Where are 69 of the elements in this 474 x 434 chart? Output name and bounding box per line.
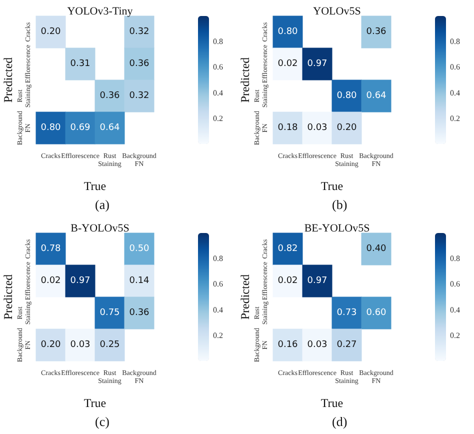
data-label: 0.20 — [336, 123, 358, 133]
data-label: 0.36 — [129, 59, 150, 69]
x-axis-title: True — [84, 179, 106, 193]
data-label: 0.20 — [40, 340, 62, 350]
x-axis-title: True — [320, 396, 344, 410]
data-label: 0.27 — [336, 340, 357, 350]
data-label: 0.82 — [278, 244, 298, 254]
color-bar-label: 0.8 — [450, 254, 460, 264]
data-label: 0.20 — [40, 27, 62, 37]
data-label: 0.03 — [307, 123, 328, 133]
y-axis-title: Predicted — [1, 57, 15, 103]
color-bar-label: 0.6 — [213, 62, 223, 72]
data-label: 0.02 — [278, 59, 298, 69]
data-label: 0.36 — [129, 308, 150, 318]
color-bar-label: 0.4 — [213, 88, 223, 98]
data-label: 0.69 — [70, 123, 91, 133]
color-bar-label: 0.2 — [450, 330, 460, 340]
data-label: 0.80 — [336, 91, 358, 101]
text: (c) — [94, 414, 110, 429]
data-label: 0.80 — [278, 27, 298, 37]
color-bar-label: 0.8 — [213, 37, 223, 46]
data-label: 0.64 — [366, 91, 387, 101]
color-bar-label: 0.4 — [450, 305, 460, 314]
data-label: 0.32 — [129, 91, 150, 101]
data-label: 0.02 — [40, 276, 61, 286]
chart-title: BE-YOLOv5S — [304, 222, 370, 234]
x-axis-title: True — [84, 396, 106, 410]
color-bar-label: 0.2 — [450, 114, 460, 123]
y-axis-title: Predicted — [238, 274, 252, 320]
data-label: 0.60 — [366, 308, 387, 318]
data-label: 0.32 — [129, 27, 150, 37]
data-label: 0.50 — [129, 244, 150, 254]
data-label: 0.03 — [70, 340, 90, 350]
data-label: 0.31 — [70, 59, 90, 69]
data-label: 0.64 — [100, 123, 120, 133]
text: (b) — [332, 197, 348, 212]
data-label: 0.25 — [100, 340, 120, 350]
color-bar-label: 0.6 — [450, 62, 460, 72]
color-bar-label: 0.6 — [450, 280, 460, 289]
color-bar-label: 0.4 — [450, 88, 460, 98]
data-label: 0.97 — [307, 59, 328, 69]
data-label: 0.78 — [40, 244, 62, 254]
data-label: 0.02 — [278, 276, 298, 286]
color-bar-label: 0.8 — [213, 254, 223, 264]
chart-title: YOLOv5S — [313, 6, 361, 18]
data-label: 0.36 — [100, 91, 120, 101]
data-label: 0.03 — [307, 340, 328, 350]
text: (d) — [332, 414, 348, 429]
color-bar-label: 0.2 — [213, 114, 223, 123]
data-label: 0.97 — [307, 276, 328, 286]
data-label: 0.75 — [100, 308, 120, 318]
text: (a) — [94, 197, 110, 212]
chart-title: B-YOLOv5S — [70, 222, 130, 234]
y-axis-title: Predicted — [238, 57, 252, 103]
data-label: 0.80 — [40, 123, 62, 133]
color-bar-label: 0.4 — [213, 305, 223, 314]
data-label: 0.97 — [70, 276, 90, 286]
data-label: 0.73 — [336, 308, 357, 318]
data-label: 0.40 — [366, 244, 387, 254]
color-bar-label: 0.2 — [213, 330, 223, 340]
x-axis-title: True — [320, 179, 344, 193]
chart-title: YOLOv3-Tiny — [67, 6, 134, 18]
color-bar-label: 0.6 — [213, 280, 223, 289]
y-axis-title: Predicted — [1, 274, 15, 320]
data-label: 0.14 — [129, 276, 150, 286]
color-bar-label: 0.8 — [450, 37, 460, 46]
data-label: 0.36 — [366, 27, 387, 37]
data-label: 0.18 — [278, 123, 298, 133]
data-label: 0.16 — [278, 340, 298, 350]
